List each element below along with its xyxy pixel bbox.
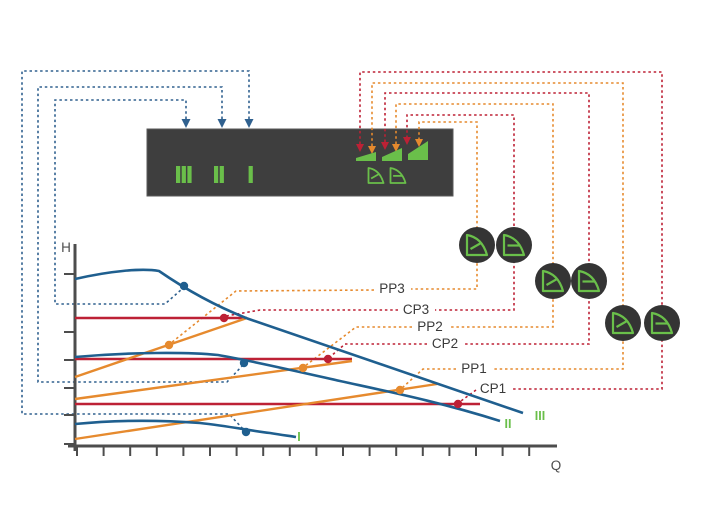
route-cp1-leg [359, 71, 663, 390]
pp2-label: PP2 [417, 319, 443, 334]
route-speed-iii-leg [54, 99, 187, 305]
proportional-pressure-icon [541, 269, 565, 293]
proportional-pressure-icon [611, 311, 635, 335]
q-axis-label: Q [551, 458, 562, 473]
proportional-pressure-icon-inner [469, 242, 482, 250]
op-point-cp1 [453, 399, 463, 409]
control-panel [146, 128, 454, 197]
op-point-curve-ii [239, 358, 249, 368]
cp1-label: CP1 [480, 381, 506, 396]
op-point-cp2 [323, 354, 333, 364]
setting-level-3-wedge-icon [408, 141, 428, 160]
speed-indicator-i-bar [248, 166, 253, 183]
pp2-line [74, 359, 353, 401]
op-point-curve-i [241, 427, 251, 437]
constant-pressure-icon [389, 167, 407, 184]
proportional-pressure-icon-inner [370, 173, 380, 180]
route-pp3-leg [411, 121, 478, 290]
curve-i-label: I [297, 430, 300, 444]
route-pp2-arrowhead-icon [392, 144, 400, 152]
speed-indicator-iii-bar [176, 166, 181, 183]
route-cp3-label-leg [225, 309, 398, 317]
route-speed-ii-arrowhead-icon [217, 119, 227, 128]
route-pp1-label-leg [401, 368, 456, 389]
setting-level-2-wedge-icon [382, 148, 402, 161]
pp1-label: PP1 [461, 361, 487, 376]
constant-pressure-icon [502, 233, 526, 257]
pump-curve-iii [74, 268, 524, 415]
curve-ii-label: II [505, 417, 512, 431]
route-cp1-arrowhead-icon [356, 144, 364, 152]
route-pp3-label-leg [170, 289, 375, 344]
proportional-pressure-icon [465, 233, 489, 257]
proportional-pressure-icon-inner [545, 278, 558, 286]
op-point-pp3 [164, 340, 174, 350]
route-pp1-arrowhead-icon [368, 146, 376, 154]
pp3-label: PP3 [379, 281, 405, 296]
proportional-pressure-icon-inner [615, 320, 628, 328]
route-speed-i-arrowhead-icon [244, 119, 254, 128]
route-speed-i-leg [21, 70, 250, 431]
route-cp2-label-leg [329, 343, 427, 358]
route-speed-ii-leg [37, 86, 243, 383]
route-cp2-arrowhead-icon [381, 142, 389, 150]
pump-curve-i [74, 419, 297, 439]
route-pp3-arrowhead-icon [415, 139, 423, 147]
cp3-label: CP3 [403, 302, 429, 317]
op-point-curve-iii [179, 281, 189, 291]
route-cp2-leg [384, 92, 590, 345]
route-cp3-arrowhead-icon [403, 137, 411, 145]
pump-curve-ii [74, 351, 501, 423]
cp2-label: CP2 [432, 336, 458, 351]
op-point-cp3 [219, 313, 229, 323]
h-axis-label: H [61, 240, 71, 255]
route-pp2-leg [395, 103, 554, 328]
pp1-line [74, 382, 438, 441]
constant-pressure-icon [577, 269, 601, 293]
pp3-line [74, 316, 248, 379]
curve-iii-label: III [535, 409, 545, 423]
speed-indicator-ii-bar [214, 166, 219, 183]
speed-indicator-iii-bar [181, 166, 186, 183]
op-point-pp2 [298, 363, 308, 373]
op-point-pp1 [395, 385, 405, 395]
proportional-pressure-icon [367, 167, 385, 184]
speed-indicator-ii-bar [219, 166, 224, 183]
setting-level-1-wedge-icon [356, 152, 376, 161]
route-speed-iii-arrowhead-icon [181, 119, 191, 128]
speed-indicator-iii-bar [187, 166, 192, 183]
route-cp3-leg [406, 114, 515, 311]
constant-pressure-icon [650, 311, 674, 335]
route-pp1-leg [371, 82, 624, 370]
